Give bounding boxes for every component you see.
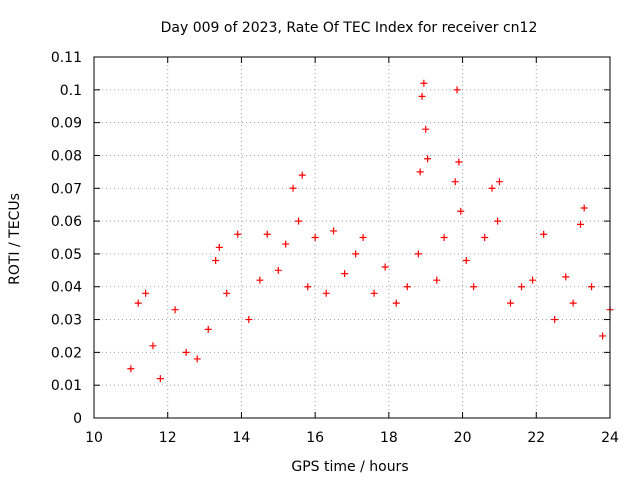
y-tick-label: 0.04 [51, 280, 82, 296]
data-point [193, 355, 201, 363]
x-tick-label: 22 [527, 430, 545, 446]
x-tick-label: 10 [85, 430, 103, 446]
data-point [204, 325, 212, 333]
data-point [577, 220, 585, 228]
data-point [418, 92, 426, 100]
x-tick-label: 16 [306, 430, 324, 446]
chart-title: Day 009 of 2023, Rate Of TEC Index for r… [161, 20, 538, 36]
data-point [540, 230, 548, 238]
data-point [212, 256, 220, 264]
data-point [414, 250, 422, 258]
x-tick-label: 14 [233, 430, 251, 446]
data-point [182, 348, 190, 356]
data-point [171, 306, 179, 314]
data-point [341, 270, 349, 278]
data-point [551, 316, 559, 324]
data-point [134, 299, 142, 307]
data-point [352, 250, 360, 258]
data-point [359, 234, 367, 241]
data-point [149, 342, 157, 350]
data-point [274, 266, 282, 274]
data-point [506, 299, 514, 307]
data-point [569, 299, 577, 307]
y-tick-label: 0.06 [51, 214, 82, 230]
data-point [142, 289, 150, 297]
data-point [223, 289, 231, 297]
data-point [495, 178, 503, 186]
data-point [370, 289, 378, 297]
data-point [311, 234, 319, 241]
data-point [433, 276, 441, 284]
y-tick-label: 0 [73, 411, 82, 427]
data-point [518, 283, 526, 291]
data-point [392, 299, 400, 307]
data-point [263, 230, 271, 238]
x-tick-label: 18 [380, 430, 398, 446]
data-point [245, 316, 253, 324]
data-point [599, 332, 607, 340]
data-point [580, 204, 588, 212]
data-point [289, 184, 297, 192]
data-point [420, 79, 428, 87]
y-tick-label: 0.08 [51, 148, 82, 164]
data-point [416, 168, 424, 176]
data-point [424, 155, 432, 163]
y-tick-label: 0.09 [51, 116, 82, 132]
data-point [330, 227, 338, 235]
data-point [156, 375, 164, 383]
y-tick-label: 0.03 [51, 313, 82, 329]
data-point [234, 230, 242, 238]
data-point [481, 234, 489, 241]
data-point [494, 217, 502, 225]
data-point [298, 171, 306, 179]
data-point [455, 158, 463, 166]
data-point [381, 263, 389, 271]
data-point [440, 234, 448, 241]
tick-layer: 10 12 14 16 18 20 22 24 0 0.01 0.02 0.03 0.04 0.05 0.0… [51, 50, 619, 446]
y-tick-label: 0.02 [51, 345, 82, 361]
data-point [295, 217, 303, 225]
data-point [453, 86, 461, 94]
data-point [215, 243, 223, 251]
data-point [588, 283, 596, 291]
data-point [304, 283, 312, 291]
x-tick-label: 12 [159, 430, 177, 446]
x-axis-label: GPS time / hours [291, 459, 408, 475]
data-point [282, 240, 290, 248]
data-point [457, 207, 465, 215]
data-points-layer [127, 79, 614, 383]
data-point [488, 184, 496, 192]
data-point [127, 365, 135, 373]
data-point [403, 283, 411, 291]
data-point [529, 276, 537, 284]
x-tick-label: 20 [454, 430, 472, 446]
data-point [322, 289, 330, 297]
y-tick-label: 0.07 [51, 181, 82, 197]
y-tick-label: 0.01 [51, 378, 82, 394]
data-point [562, 273, 570, 281]
plot-frame [93, 56, 611, 419]
data-point [470, 283, 478, 291]
y-tick-label: 0.1 [60, 83, 82, 99]
data-point [422, 125, 430, 133]
x-tick-label: 24 [601, 430, 619, 446]
grid-layer [94, 57, 610, 418]
y-tick-label: 0.05 [51, 247, 82, 263]
y-axis-label: ROTI / TECUs [7, 193, 23, 285]
data-point [451, 178, 459, 186]
data-point [256, 276, 264, 284]
y-tick-label: 0.11 [51, 50, 82, 66]
data-point [462, 256, 470, 264]
